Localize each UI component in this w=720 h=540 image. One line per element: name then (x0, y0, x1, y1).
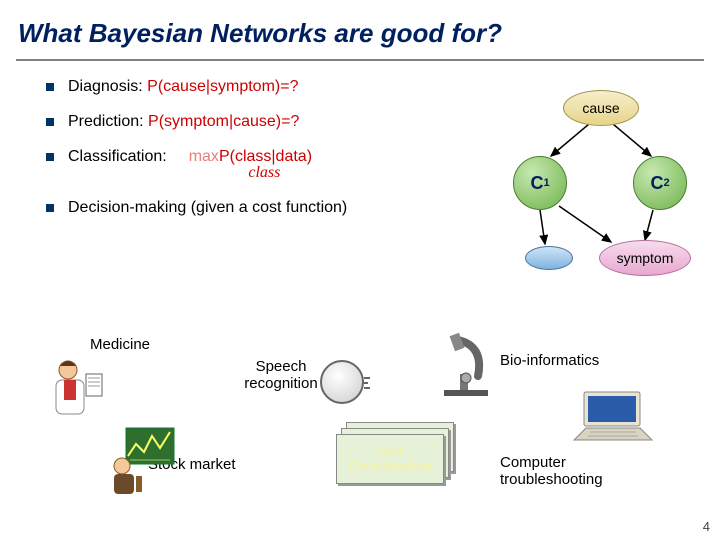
label-computer: Computer troubleshooting (500, 454, 670, 488)
prediction-formula: P(symptom|cause)=? (148, 113, 299, 130)
doctor-icon (46, 356, 106, 426)
classification-formula: maxP(class|data) class (217, 148, 312, 182)
node-c1-label: C (530, 173, 543, 194)
node-c1: C1 (513, 156, 567, 210)
node-c2-sub: 2 (663, 177, 669, 189)
diagnosis-formula: P(cause|symptom)=? (147, 78, 298, 95)
bullet-square-icon (46, 118, 54, 126)
textclass-box-front: Text Classification (336, 434, 444, 484)
stock-icon (108, 426, 178, 496)
microscope-icon (438, 330, 494, 400)
max-label: max (189, 148, 219, 165)
speech-icon (320, 360, 364, 404)
bullet-square-icon (46, 153, 54, 161)
node-cause: cause (563, 90, 639, 126)
pclass-formula: P(class|data) (219, 148, 312, 165)
textclass-stack: Text Classification (336, 422, 454, 484)
node-c2-label: C (650, 173, 663, 194)
bullet-square-icon (46, 83, 54, 91)
label-medicine: Medicine (90, 336, 150, 353)
bullet-label: Prediction: (68, 113, 148, 130)
class-subscript: class (217, 164, 312, 182)
node-blue (525, 246, 573, 270)
laptop-icon (570, 390, 656, 446)
node-c1-sub: 1 (543, 177, 549, 189)
decision-paren: (given a cost function) (191, 199, 348, 216)
node-c2: C2 (633, 156, 687, 210)
applications-area: Medicine Speech recognition Stock market… (0, 330, 720, 530)
label-speech: Speech recognition (226, 358, 336, 392)
slide-number: 4 (703, 519, 710, 534)
cause-symptom-diagram: cause C1 C2 symptom (503, 90, 698, 280)
bullet-label: Decision-making (68, 199, 191, 216)
page-title: What Bayesian Networks are good for? (18, 18, 702, 49)
node-symptom: symptom (599, 240, 691, 276)
bullet-label: Diagnosis: (68, 78, 147, 95)
label-bio: Bio-informatics (500, 352, 599, 369)
bullet-square-icon (46, 204, 54, 212)
bullet-label: Classification: (68, 148, 167, 166)
